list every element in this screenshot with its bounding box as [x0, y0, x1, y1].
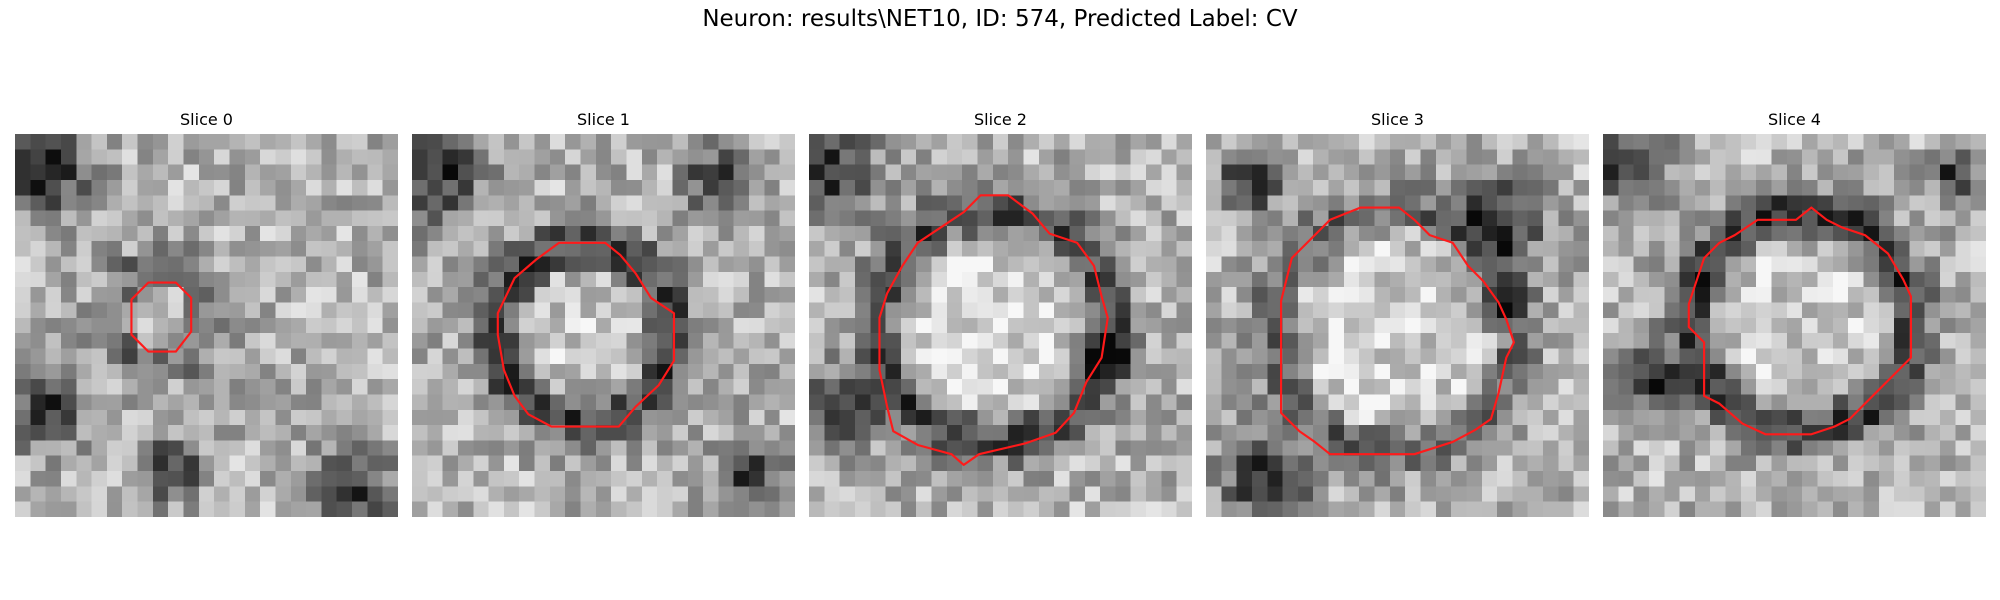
slice-title-3: Slice 3 — [1371, 110, 1424, 129]
slice-title-0: Slice 0 — [180, 110, 233, 129]
slice-image-2 — [809, 134, 1192, 517]
slice-title-2: Slice 2 — [974, 110, 1027, 129]
slice-title-1: Slice 1 — [577, 110, 630, 129]
slice-panel-3: Slice 3 — [1206, 108, 1589, 517]
slice-image-1 — [412, 134, 795, 517]
slice-panel-4: Slice 4 — [1603, 108, 1986, 517]
contour-2 — [878, 194, 1109, 466]
figure-title: Neuron: results\NET10, ID: 574, Predicte… — [702, 6, 1298, 32]
contour-4 — [1687, 206, 1913, 436]
slice-image-3 — [1206, 134, 1589, 517]
contour-3 — [1279, 206, 1516, 456]
contour-1 — [496, 241, 676, 428]
slice-panel-1: Slice 1 — [412, 108, 795, 517]
contour-0 — [130, 281, 193, 353]
slice-image-4 — [1603, 134, 1986, 517]
slice-panel-2: Slice 2 — [809, 108, 1192, 517]
slice-image-0 — [15, 134, 398, 517]
slice-title-4: Slice 4 — [1768, 110, 1821, 129]
slice-panel-0: Slice 0 — [15, 108, 398, 517]
